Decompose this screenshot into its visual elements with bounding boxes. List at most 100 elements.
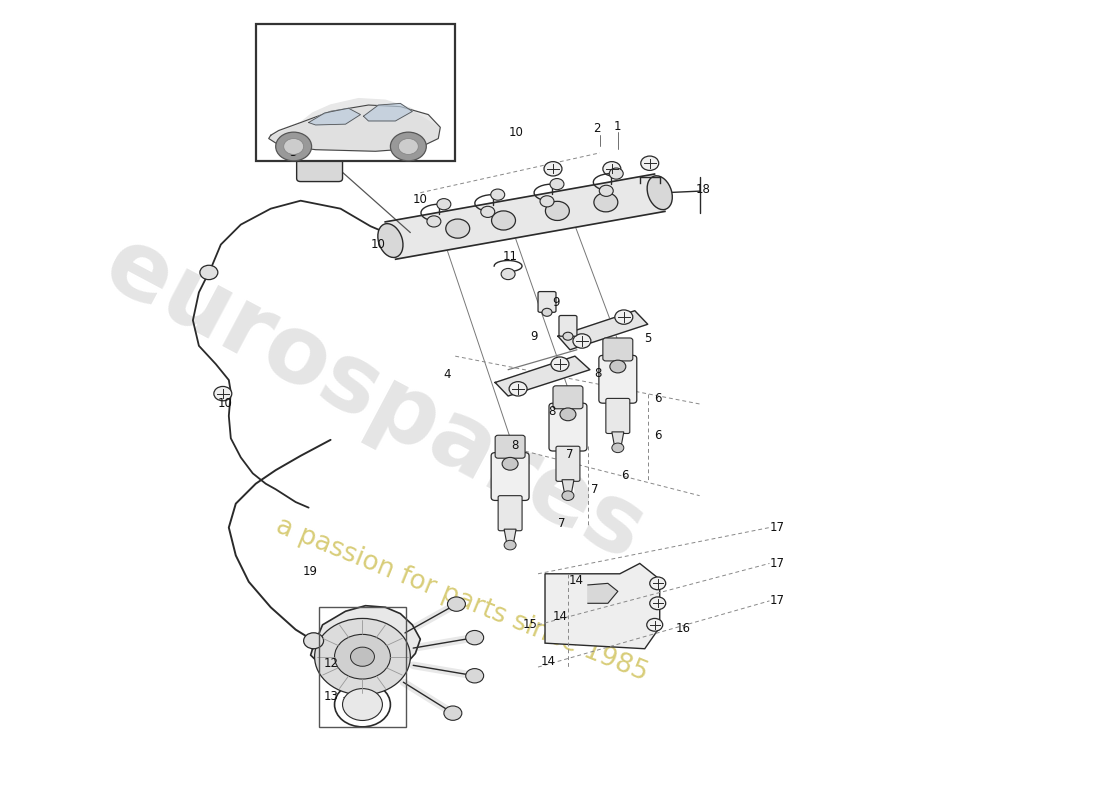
Text: 7: 7 (566, 448, 574, 461)
Circle shape (562, 491, 574, 501)
Circle shape (647, 618, 662, 631)
Polygon shape (363, 103, 412, 121)
Polygon shape (271, 98, 440, 135)
Circle shape (612, 443, 624, 453)
Circle shape (504, 540, 516, 550)
Circle shape (641, 156, 659, 170)
Polygon shape (612, 432, 624, 448)
Circle shape (315, 618, 410, 695)
Text: 2: 2 (593, 122, 601, 135)
Circle shape (650, 597, 666, 610)
Circle shape (448, 597, 465, 611)
Polygon shape (587, 583, 618, 603)
Text: 6: 6 (654, 430, 661, 442)
Text: 10: 10 (412, 193, 428, 206)
FancyBboxPatch shape (491, 453, 529, 501)
Circle shape (342, 689, 383, 721)
FancyBboxPatch shape (498, 496, 522, 530)
Circle shape (276, 132, 311, 161)
Polygon shape (385, 174, 664, 259)
Circle shape (437, 198, 451, 210)
Circle shape (603, 162, 620, 176)
Circle shape (609, 168, 624, 179)
Circle shape (502, 458, 518, 470)
Ellipse shape (647, 176, 672, 210)
FancyBboxPatch shape (606, 398, 630, 434)
Polygon shape (495, 356, 590, 396)
Circle shape (492, 211, 516, 230)
Polygon shape (558, 310, 648, 350)
Text: 7: 7 (591, 482, 598, 496)
Circle shape (200, 266, 218, 280)
Bar (319, 607, 406, 727)
Text: 10: 10 (371, 238, 386, 251)
Text: 16: 16 (676, 622, 691, 635)
Circle shape (573, 334, 591, 348)
Text: 9: 9 (530, 330, 538, 342)
Text: 18: 18 (695, 183, 711, 196)
Text: 19: 19 (304, 565, 318, 578)
Circle shape (546, 202, 570, 221)
Bar (255, 24, 455, 161)
Circle shape (550, 178, 564, 190)
Circle shape (560, 408, 576, 421)
Circle shape (334, 634, 390, 679)
FancyBboxPatch shape (495, 435, 525, 458)
Text: 14: 14 (569, 574, 583, 587)
FancyBboxPatch shape (553, 386, 583, 409)
FancyBboxPatch shape (556, 446, 580, 482)
Circle shape (615, 310, 632, 324)
Circle shape (351, 647, 374, 666)
Text: 10: 10 (508, 126, 524, 138)
Text: 8: 8 (548, 406, 556, 418)
Polygon shape (562, 480, 574, 496)
Circle shape (465, 630, 484, 645)
Text: a passion for parts since 1985: a passion for parts since 1985 (273, 513, 652, 686)
Circle shape (509, 382, 527, 396)
Circle shape (481, 206, 495, 218)
Text: 17: 17 (770, 557, 785, 570)
Circle shape (650, 577, 666, 590)
FancyBboxPatch shape (297, 153, 342, 182)
Text: 14: 14 (540, 655, 556, 668)
Circle shape (609, 360, 626, 373)
Text: 15: 15 (522, 618, 538, 631)
FancyBboxPatch shape (603, 338, 632, 361)
Text: 4: 4 (443, 368, 451, 381)
Circle shape (284, 138, 304, 154)
Polygon shape (310, 606, 420, 679)
Polygon shape (309, 108, 361, 125)
Circle shape (213, 386, 232, 401)
FancyBboxPatch shape (538, 291, 556, 312)
Text: 17: 17 (770, 521, 785, 534)
Circle shape (491, 189, 505, 200)
Circle shape (600, 186, 613, 196)
Text: 6: 6 (654, 392, 661, 405)
Text: eurospares: eurospares (89, 219, 660, 581)
FancyBboxPatch shape (549, 403, 587, 451)
Polygon shape (504, 529, 516, 545)
FancyBboxPatch shape (598, 355, 637, 403)
Text: 13: 13 (323, 690, 339, 703)
Circle shape (542, 308, 552, 316)
Circle shape (465, 669, 484, 683)
Text: 8: 8 (512, 439, 519, 452)
Text: 10: 10 (218, 398, 232, 410)
Text: 7: 7 (558, 517, 565, 530)
Text: 17: 17 (770, 594, 785, 607)
Circle shape (304, 633, 323, 649)
Text: 12: 12 (323, 657, 339, 670)
Circle shape (398, 138, 418, 154)
FancyBboxPatch shape (559, 315, 576, 336)
Circle shape (563, 332, 573, 340)
Circle shape (427, 216, 441, 227)
Text: 14: 14 (552, 610, 568, 623)
Circle shape (446, 219, 470, 238)
Text: 11: 11 (503, 250, 518, 263)
Polygon shape (268, 105, 440, 151)
Text: 5: 5 (645, 332, 651, 345)
Circle shape (540, 196, 554, 207)
Text: 1: 1 (614, 120, 622, 133)
Text: 9: 9 (552, 296, 560, 310)
Circle shape (594, 193, 618, 212)
